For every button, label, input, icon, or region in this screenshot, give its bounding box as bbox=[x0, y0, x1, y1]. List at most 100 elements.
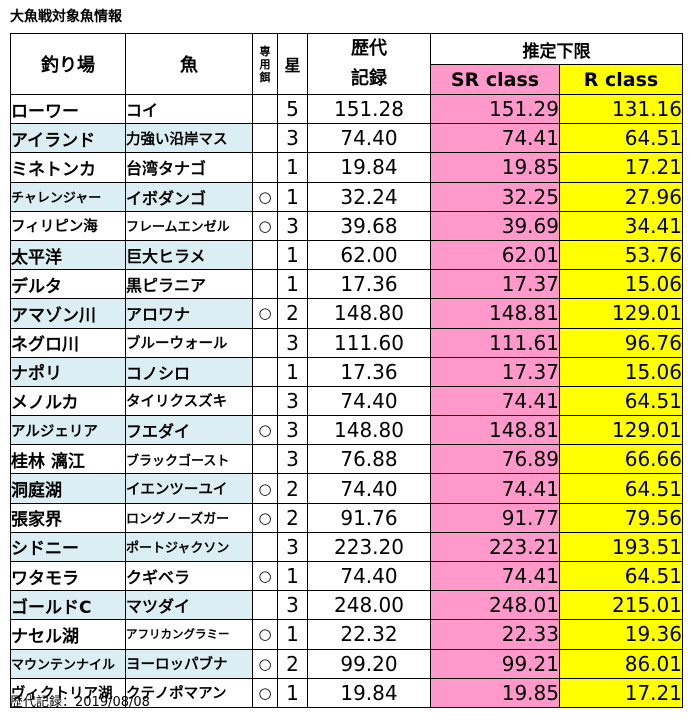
place-cell: 桂林 漓江 bbox=[10, 444, 126, 475]
table-row: ネグロ川 ブルーウォール 3 111.60 111.61 96.76 bbox=[10, 327, 683, 358]
star-cell: 3 bbox=[277, 385, 308, 417]
fish-cell: フエダイ bbox=[125, 415, 253, 446]
sr-class-cell: 151.29 bbox=[430, 93, 560, 125]
record-cell: 99.20 bbox=[307, 648, 431, 679]
special-bait-cell bbox=[252, 590, 278, 621]
header-bait-line-1: 専 bbox=[259, 44, 271, 58]
star-cell: 2 bbox=[277, 648, 308, 679]
special-bait-cell: ○ bbox=[252, 210, 278, 241]
table-body: ローワー コイ 5 151.28 151.29 131.16 アイランド 力強い沿岸マス 3 74… bbox=[10, 93, 683, 708]
record-cell: 111.60 bbox=[307, 327, 431, 358]
sr-class-cell: 76.89 bbox=[430, 444, 560, 475]
record-date-note: 歴代記録：2019/08/08 bbox=[10, 695, 150, 710]
fish-cell: フレームエンゼル bbox=[125, 210, 253, 241]
special-bait-cell: ○ bbox=[252, 181, 278, 212]
table-row: シドニー ポートジャクソン 3 223.20 223.21 193.51 bbox=[10, 531, 683, 563]
place-cell: マウンテンナイル bbox=[10, 648, 126, 679]
place-cell: チャレンジャー bbox=[10, 181, 126, 212]
record-cell: 19.84 bbox=[307, 152, 431, 183]
star-cell: 1 bbox=[277, 619, 308, 650]
record-cell: 22.32 bbox=[307, 619, 431, 650]
r-class-cell: 86.01 bbox=[559, 648, 683, 679]
r-class-cell: 53.76 bbox=[559, 239, 683, 271]
r-class-cell: 79.56 bbox=[559, 502, 683, 533]
star-cell: 5 bbox=[277, 93, 308, 125]
star-cell: 1 bbox=[277, 269, 308, 300]
header-sr-class: SR class bbox=[430, 64, 560, 95]
sr-class-cell: 99.21 bbox=[430, 648, 560, 679]
star-cell: 3 bbox=[277, 444, 308, 475]
r-class-cell: 66.66 bbox=[559, 444, 683, 475]
special-bait-cell bbox=[252, 152, 278, 183]
r-class-cell: 27.96 bbox=[559, 181, 683, 212]
fish-cell: ポートジャクソン bbox=[125, 531, 253, 563]
fish-record-table: 釣り場 魚 専 用 餌 星 歴代 記録 推定下限 SR class R clas… bbox=[10, 32, 683, 708]
sr-class-cell: 248.01 bbox=[430, 590, 560, 621]
place-cell: 洞庭湖 bbox=[10, 473, 126, 504]
r-class-cell: 64.51 bbox=[559, 123, 683, 154]
special-bait-cell bbox=[252, 269, 278, 300]
r-class-cell: 96.76 bbox=[559, 327, 683, 358]
special-bait-cell bbox=[252, 93, 278, 125]
table-row: フィリピン海 フレームエンゼル ○ 3 39.68 39.69 34.41 bbox=[10, 210, 683, 241]
special-bait-cell: ○ bbox=[252, 560, 278, 592]
table-row: ゴールドC マツダイ 3 248.00 248.01 215.01 bbox=[10, 590, 683, 621]
star-cell: 1 bbox=[277, 239, 308, 271]
r-class-cell: 131.16 bbox=[559, 93, 683, 125]
table-row: ミネトンカ 台湾タナゴ 1 19.84 19.85 17.21 bbox=[10, 152, 683, 183]
sr-class-cell: 74.41 bbox=[430, 123, 560, 154]
sr-class-cell: 111.61 bbox=[430, 327, 560, 358]
star-cell: 1 bbox=[277, 181, 308, 212]
fish-cell: タイリクスズキ bbox=[125, 385, 253, 417]
r-class-cell: 129.01 bbox=[559, 298, 683, 329]
special-bait-cell bbox=[252, 385, 278, 417]
sr-class-cell: 17.37 bbox=[430, 356, 560, 387]
star-cell: 2 bbox=[277, 298, 308, 329]
table-row: 張家界 ロングノーズガー ○ 2 91.76 91.77 79.56 bbox=[10, 502, 683, 533]
record-cell: 148.80 bbox=[307, 415, 431, 446]
fish-cell: アフリカングラミー bbox=[125, 619, 253, 650]
star-cell: 3 bbox=[277, 123, 308, 154]
place-cell: ワタモラ bbox=[10, 560, 126, 592]
fish-cell: コノシロ bbox=[125, 356, 253, 387]
header-r-class: R class bbox=[559, 64, 683, 95]
sr-class-cell: 74.41 bbox=[430, 385, 560, 417]
sr-class-cell: 148.81 bbox=[430, 415, 560, 446]
fish-cell: アロワナ bbox=[125, 298, 253, 329]
header-record-line-2: 記録 bbox=[351, 68, 387, 89]
special-bait-cell bbox=[252, 444, 278, 475]
record-cell: 32.24 bbox=[307, 181, 431, 212]
record-cell: 62.00 bbox=[307, 239, 431, 271]
star-cell: 1 bbox=[277, 677, 308, 708]
place-cell: ナセル湖 bbox=[10, 619, 126, 650]
fish-cell: クテノポマアン bbox=[125, 677, 253, 708]
sr-class-cell: 91.77 bbox=[430, 502, 560, 533]
sr-class-cell: 19.85 bbox=[430, 152, 560, 183]
table-row: ナセル湖 アフリカングラミー ○ 1 22.32 22.33 19.36 bbox=[10, 619, 683, 650]
table-row: アイランド 力強い沿岸マス 3 74.40 74.41 64.51 bbox=[10, 123, 683, 154]
place-cell: ネグロ川 bbox=[10, 327, 126, 358]
page-title: 大魚戦対象魚情報 bbox=[10, 9, 122, 25]
table-row: マウンテンナイル ヨーロッパブナ ○ 2 99.20 99.21 86.01 bbox=[10, 648, 683, 679]
place-cell: 張家界 bbox=[10, 502, 126, 533]
fish-cell: 巨大ヒラメ bbox=[125, 239, 253, 271]
sr-class-cell: 74.41 bbox=[430, 473, 560, 504]
fish-cell: クギベラ bbox=[125, 560, 253, 592]
record-cell: 74.40 bbox=[307, 385, 431, 417]
star-cell: 3 bbox=[277, 415, 308, 446]
star-cell: 1 bbox=[277, 560, 308, 592]
sr-class-cell: 74.41 bbox=[430, 560, 560, 592]
table-row: ナポリ コノシロ 1 17.36 17.37 15.06 bbox=[10, 356, 683, 387]
star-cell: 2 bbox=[277, 502, 308, 533]
fish-cell: 力強い沿岸マス bbox=[125, 123, 253, 154]
r-class-cell: 17.21 bbox=[559, 677, 683, 708]
table-row: ローワー コイ 5 151.28 151.29 131.16 bbox=[10, 93, 683, 125]
table-row: 桂林 漓江 ブラックゴースト 3 76.88 76.89 66.66 bbox=[10, 444, 683, 475]
place-cell: ローワー bbox=[10, 93, 126, 125]
fish-cell: イエンツーユイ bbox=[125, 473, 253, 504]
sr-class-cell: 19.85 bbox=[430, 677, 560, 708]
place-cell: シドニー bbox=[10, 531, 126, 563]
header-star: 星 bbox=[277, 33, 308, 95]
r-class-cell: 64.51 bbox=[559, 473, 683, 504]
fish-cell: ヨーロッパブナ bbox=[125, 648, 253, 679]
